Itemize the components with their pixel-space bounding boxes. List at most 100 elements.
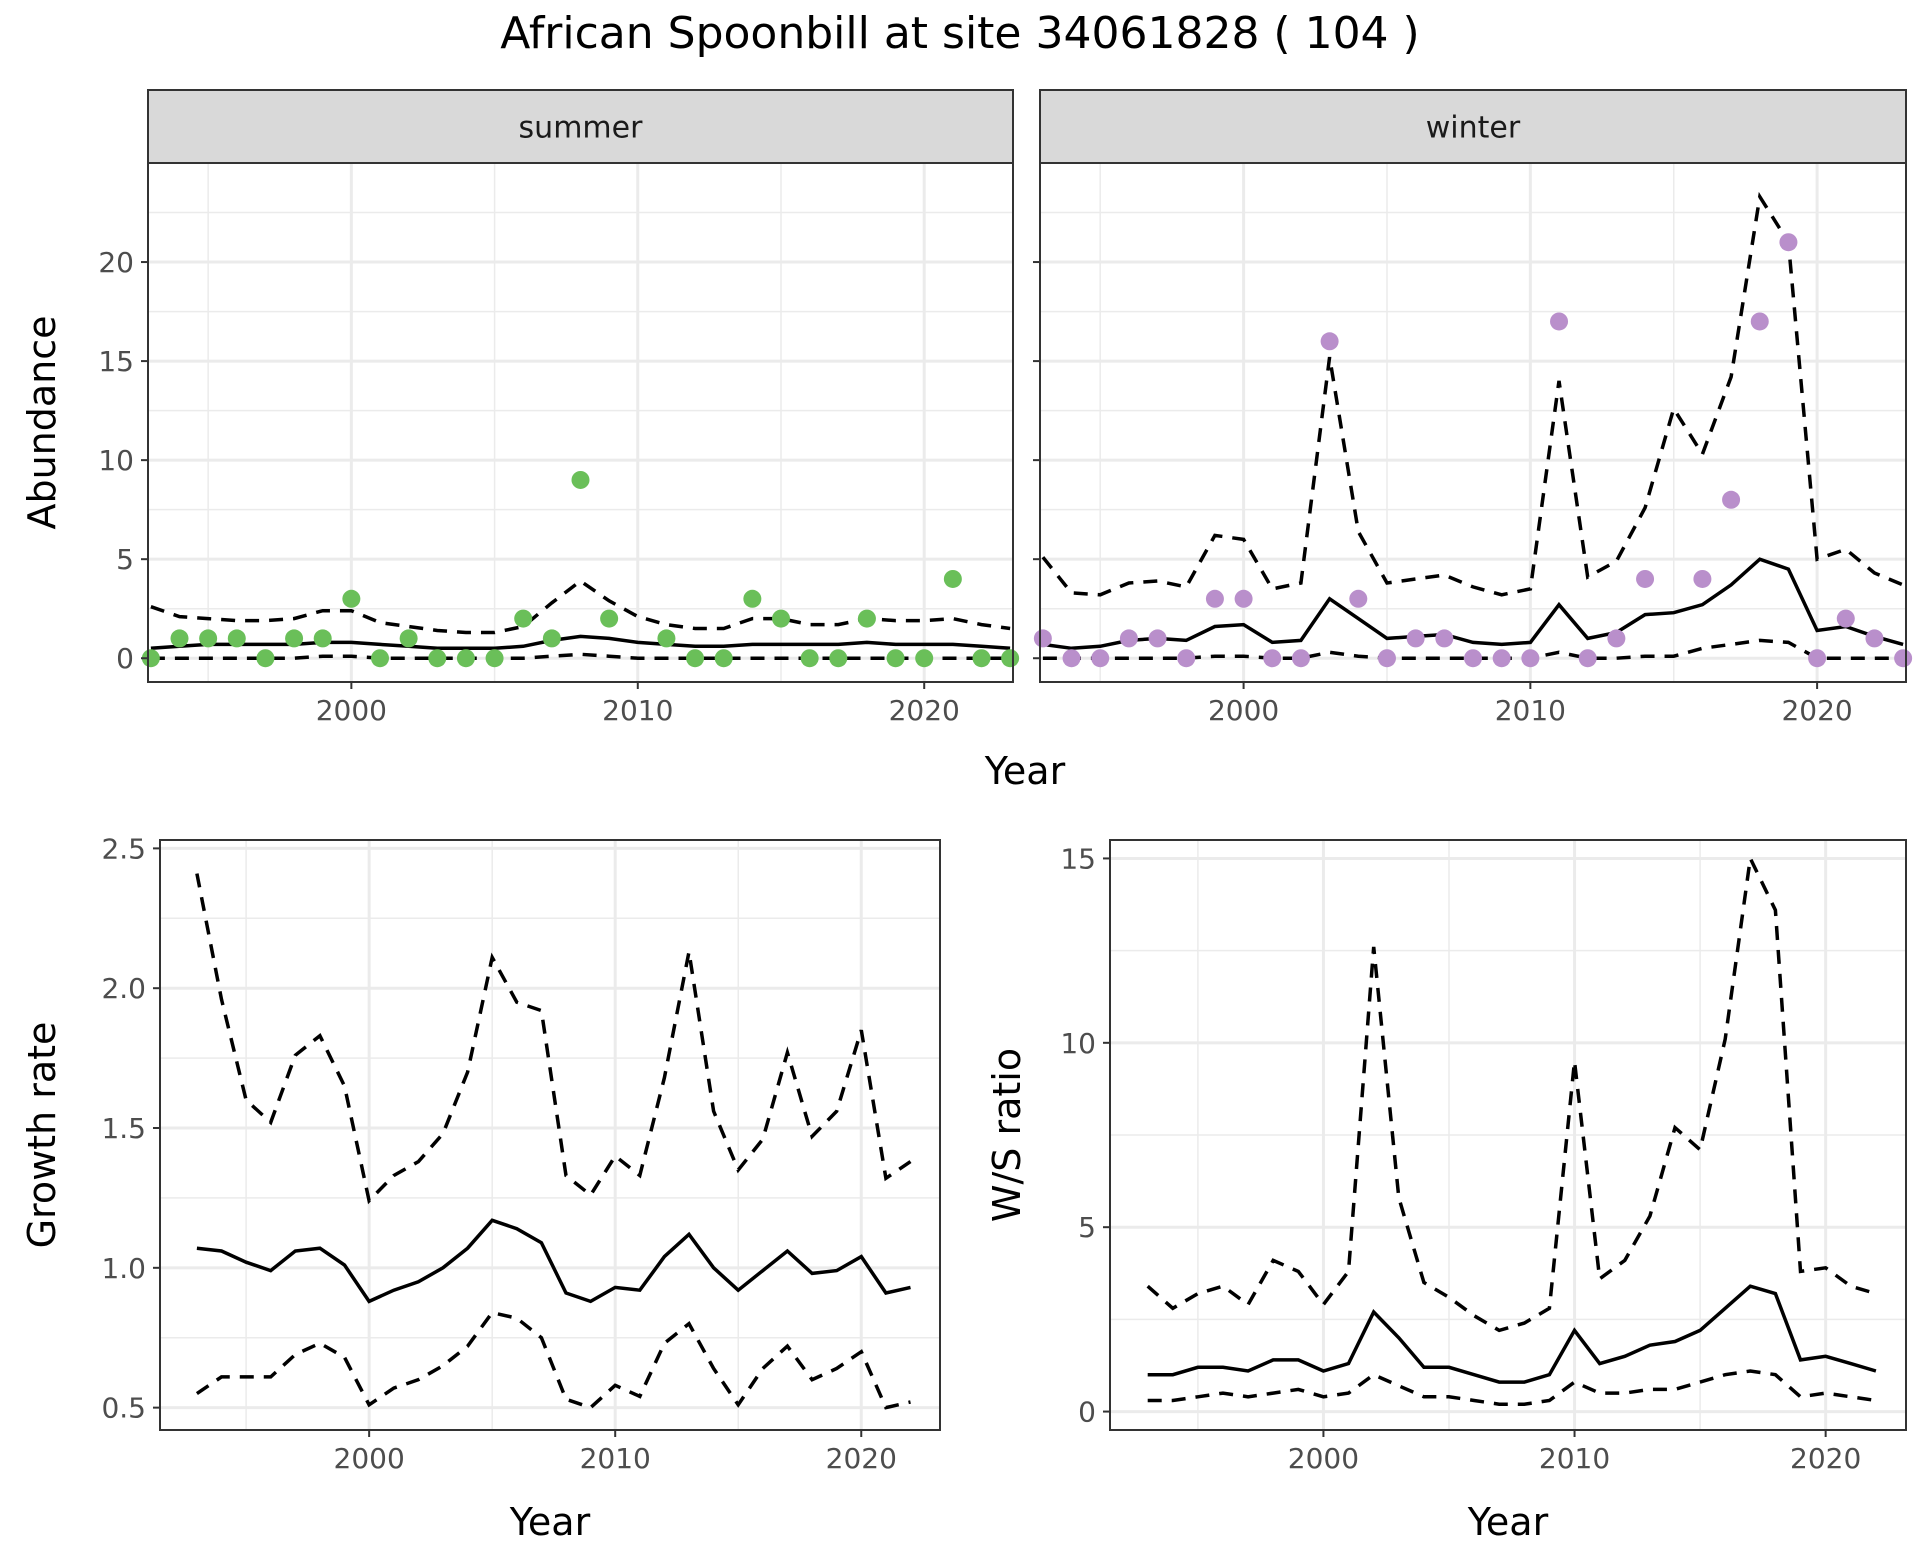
- facet-strip-label: winter: [1426, 111, 1521, 146]
- figure-title: African Spoonbill at site 34061828 ( 104…: [500, 8, 1419, 59]
- facet-strip: [1039, 89, 1907, 164]
- data-point: [1808, 649, 1827, 668]
- y-axis-title: W/S ratio: [985, 1048, 1029, 1222]
- x-tick-label: 2000: [334, 1442, 405, 1475]
- panel-border: [147, 162, 1014, 683]
- y-tick-label: 0: [1078, 1396, 1096, 1429]
- data-point: [1062, 649, 1081, 668]
- data-point: [1750, 312, 1769, 331]
- data-point: [1464, 649, 1482, 668]
- x-tick-label: 2020: [1781, 694, 1852, 727]
- data-point: [1865, 629, 1884, 648]
- facet-strip: [147, 89, 1014, 164]
- data-point: [456, 649, 475, 668]
- data-point: [1119, 629, 1138, 648]
- data-point: [1636, 569, 1655, 588]
- y-tick-label: 15: [1060, 842, 1096, 875]
- data-point: [571, 470, 590, 489]
- panel-border: [159, 839, 941, 1431]
- facet-strip-label: summer: [519, 111, 644, 146]
- data-point: [141, 649, 160, 668]
- x-tick-label: 2020: [826, 1442, 897, 1475]
- data-point: [342, 589, 361, 608]
- x-tick-label: 2020: [889, 694, 960, 727]
- data-point: [1234, 589, 1253, 608]
- data-point: [399, 629, 418, 648]
- y-tick-label: 20: [98, 246, 134, 279]
- data-point: [657, 629, 676, 648]
- data-point: [1349, 589, 1368, 608]
- data-point: [1377, 649, 1396, 668]
- data-point: [714, 649, 733, 668]
- series-line-lower: [1042, 638, 1904, 660]
- data-point: [1693, 569, 1712, 588]
- data-point: [1091, 649, 1110, 668]
- shared-x-axis-title: Year: [984, 749, 1066, 793]
- y-tick-label: 10: [1060, 1027, 1096, 1060]
- series-line-lower: [1147, 1369, 1877, 1406]
- data-point: [371, 649, 390, 668]
- y-tick-label: 5: [1078, 1211, 1096, 1244]
- data-point: [1578, 649, 1597, 668]
- series-line-mean: [1042, 557, 1904, 651]
- y-axis-title: Growth rate: [20, 1022, 64, 1249]
- panel-border: [1039, 162, 1907, 683]
- y-tick-label: 0: [116, 642, 134, 675]
- data-point: [1521, 649, 1540, 668]
- y-tick-label: 1.0: [101, 1252, 146, 1285]
- data-point: [1148, 629, 1167, 648]
- x-tick-label: 2010: [580, 1442, 651, 1475]
- series-line-mean: [150, 634, 1011, 651]
- data-point: [829, 649, 848, 668]
- x-tick-label: 2010: [1539, 1442, 1610, 1475]
- data-point: [743, 589, 762, 608]
- series-line-upper: [1041, 191, 1904, 597]
- data-point: [600, 609, 619, 628]
- data-point: [485, 649, 504, 668]
- data-point: [1177, 649, 1196, 668]
- data-point: [1836, 609, 1855, 628]
- data-point: [886, 649, 905, 668]
- x-tick-label: 2020: [1790, 1442, 1861, 1475]
- x-tick-label: 2010: [1495, 694, 1566, 727]
- series-line-mean: [196, 1218, 911, 1304]
- data-point: [972, 649, 991, 668]
- data-point: [1435, 629, 1454, 648]
- panel-growth: 2000 2010 2020 0.5 1.0 1.5 2.0 2.5 Growth rate Ye…: [20, 832, 941, 1544]
- y-tick-label: 15: [98, 345, 134, 378]
- panel-border: [1109, 839, 1907, 1431]
- data-point: [1033, 629, 1052, 648]
- data-point: [199, 629, 218, 648]
- data-point: [1550, 312, 1569, 331]
- series-line-mean: [1147, 1284, 1877, 1384]
- data-point: [1205, 589, 1224, 608]
- data-point: [771, 609, 790, 628]
- y-axis-title: Abundance: [20, 315, 64, 529]
- data-point: [943, 569, 962, 588]
- panel-summer: summer 2000 2010 2020 0 5 10 15 20 Abundance: [20, 89, 1020, 727]
- y-tick-label: 0.5: [101, 1392, 146, 1425]
- series-line-upper: [150, 578, 1011, 635]
- x-tick-label: 2000: [1208, 694, 1279, 727]
- series-line-upper: [1146, 852, 1877, 1333]
- series-line-lower: [195, 1310, 911, 1410]
- data-point: [800, 649, 819, 668]
- data-point: [686, 649, 705, 668]
- data-point: [1320, 332, 1339, 351]
- series-line-upper: [195, 873, 912, 1205]
- plot-area: summer 2000 2010 2020 0 5 10 15 20 Abundance winte…: [20, 89, 1913, 1544]
- x-tick-label: 2010: [602, 694, 673, 727]
- data-point: [857, 609, 876, 628]
- data-point: [542, 629, 561, 648]
- panel-winter: winter 2000 2010 2020: [1033, 89, 1913, 727]
- y-tick-label: 10: [98, 444, 134, 477]
- data-point: [227, 629, 246, 648]
- data-point: [1722, 490, 1741, 509]
- x-tick-label: 2000: [316, 694, 387, 727]
- data-point: [285, 629, 304, 648]
- data-point: [1001, 649, 1020, 668]
- data-point: [170, 629, 189, 648]
- y-tick-label: 2.5: [101, 832, 146, 865]
- panel-ws_ratio: 2000 2010 2020 0 5 10 15 W/S ratio Year: [985, 839, 1907, 1544]
